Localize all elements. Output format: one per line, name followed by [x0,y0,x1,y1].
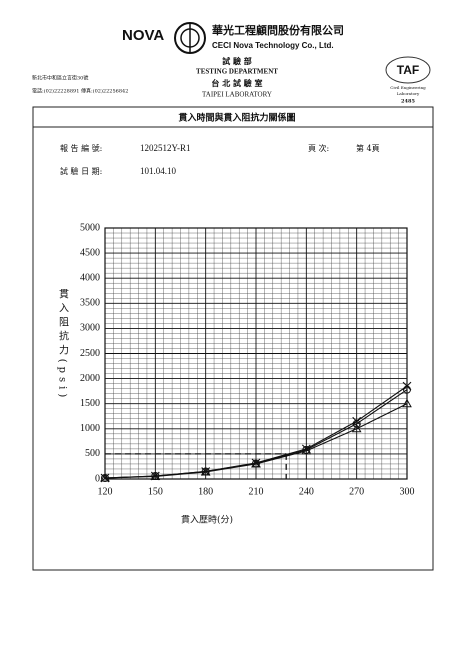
x-tick-label: 150 [148,486,163,497]
taf-line: Laboratory [397,91,420,96]
address: 新北市中和區立言街30號 [32,75,88,82]
x-tick-label: 300 [400,486,415,497]
page-label: 頁 次: [308,143,329,153]
marker-circle [403,385,411,394]
company-name-zh: 華光工程顧問股份有限公司 [212,23,344,37]
marker-triangle [301,445,312,455]
brand: NOVA [122,27,164,44]
report-no-label: 報 告 編 號: [60,143,102,153]
marker-x [352,416,362,426]
x-tick-label: 210 [249,486,264,497]
test-date: 101.04.10 [140,166,177,176]
dept-zh: 試 驗 部 [222,56,252,66]
plot-border [104,227,408,480]
company-logo [174,22,206,54]
report-title: 貫入時間與貫入阻抗力關係圖 [178,112,295,124]
report-no: 1202512Y-R1 [140,143,191,153]
x-axis-label: 貫入歷時(分) [181,515,233,526]
y-tick-label: 2500 [80,348,100,359]
taf-number: 2485 [401,99,415,105]
marker-triangle [200,466,211,476]
x-tick-label: 270 [349,486,364,497]
marker-shape [352,416,362,426]
marker-triangle [100,472,110,482]
marker-triangle [150,471,161,480]
x-tick-label: 120 [98,486,113,497]
y-axis-label: 貫入阻抗力(psi) [57,289,69,402]
x-tick-label: 240 [299,486,314,497]
y-tick-label: 4500 [80,247,100,258]
y-tick-label: 3000 [80,323,100,334]
x-tick-label: 180 [198,486,213,497]
y-tick-label: 0 [95,473,100,484]
y-tick-label: 500 [85,448,100,459]
date-label: 試 驗 日 期: [60,166,102,176]
dept-en: TESTING DEPARTMENT [196,68,278,76]
y-tick-label: 3500 [80,298,100,309]
contact: 電話:(02)22228891 傳真:(02)22256842 [32,88,128,95]
chart: 120 150 180 210 240 270 3000500100015002000250… [80,222,415,497]
y-tick-label: 4000 [80,272,100,283]
y-tick-label: 5000 [80,222,100,233]
taf-logo: TAF [397,63,419,77]
page-no: 第 4頁 [356,143,380,153]
taf-logo-ring [385,56,431,84]
company-name-en: CECI Nova Technology Co., Ltd. [212,41,334,50]
marker-circle [352,419,361,428]
series-line [104,403,408,479]
y-tick-label: 1500 [80,398,100,409]
marker-triangle [351,423,362,433]
marker-triangle [402,398,412,408]
lab-zh: 台 北 試 驗 室 [211,78,262,88]
report-frame [32,106,434,571]
lab-en: TAIPEI LABORATORY [202,91,272,99]
y-tick-label: 1000 [80,423,100,434]
taf-line: Civil Engineering [390,85,426,90]
marker-triangle [251,458,261,468]
y-tick-label: 2000 [80,373,100,384]
